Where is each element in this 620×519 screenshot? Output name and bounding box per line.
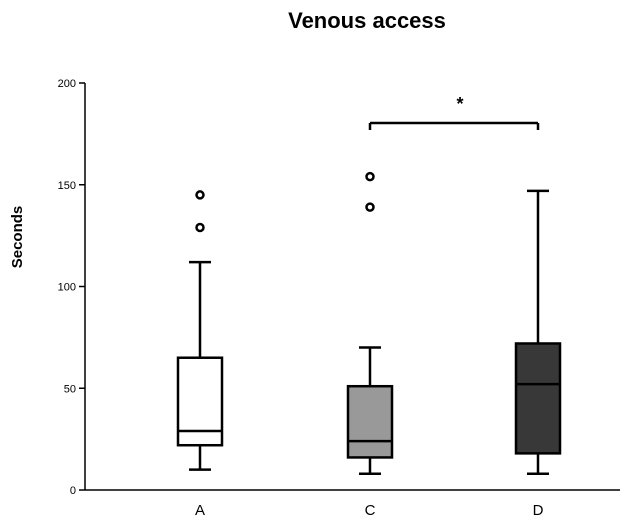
x-category-label: A	[195, 502, 205, 519]
y-tick-label: 0	[70, 485, 76, 497]
y-tick-label: 100	[58, 282, 76, 294]
x-category-label: C	[365, 502, 376, 519]
x-category-label: D	[533, 502, 544, 519]
outlier-point	[195, 190, 205, 200]
y-tick-label: 150	[58, 180, 76, 192]
box-D	[514, 342, 562, 455]
y-tick-label: 200	[58, 78, 76, 90]
y-tick-label: 50	[64, 383, 76, 395]
significance-label: *	[456, 94, 463, 114]
outlier-point	[365, 171, 375, 182]
y-ticks: 0 50 100 150 200	[58, 78, 85, 497]
boxplot-marks	[176, 171, 562, 475]
outlier-point	[195, 222, 205, 233]
outlier-point	[365, 202, 375, 212]
box-C	[346, 384, 394, 459]
chart-title: Venous access	[288, 8, 446, 33]
y-axis-label: Seconds	[9, 206, 26, 269]
significance-bracket: *	[368, 94, 540, 130]
